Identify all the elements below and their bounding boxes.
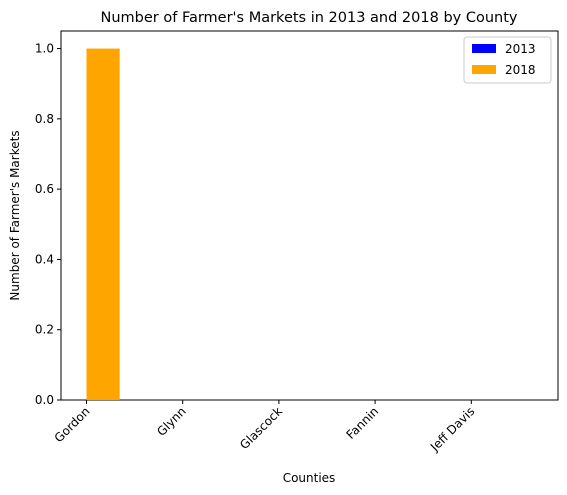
y-tick-label: 0.0 <box>35 393 54 407</box>
y-tick-label: 0.8 <box>35 112 54 126</box>
bars <box>86 48 120 400</box>
plot-area <box>60 30 559 401</box>
y-tick-label: 0.2 <box>35 323 54 337</box>
x-tick-label: Jeff Davis <box>427 404 477 454</box>
legend-label-2013: 2013 <box>505 42 536 56</box>
legend: 2013 2018 <box>463 36 552 84</box>
bar-2018-gordon <box>86 48 120 400</box>
y-axis-label: Number of Farmer's Markets <box>8 130 22 300</box>
x-axis: Gordon Glynn Glascock Fannin Jeff Davis <box>52 400 477 455</box>
y-tick-label: 0.4 <box>35 252 54 266</box>
legend-swatch-2013 <box>472 44 496 53</box>
x-tick-label: Fannin <box>344 404 382 442</box>
legend-label-2018: 2018 <box>505 63 536 77</box>
y-tick-label: 0.6 <box>35 182 54 196</box>
y-axis: 0.0 0.2 0.4 0.6 0.8 1.0 <box>35 42 61 407</box>
chart-title: Number of Farmer's Markets in 2013 and 2… <box>101 10 518 26</box>
x-tick-label: Gordon <box>52 404 93 445</box>
x-axis-label: Counties <box>283 471 336 485</box>
y-tick-label: 1.0 <box>35 42 54 56</box>
x-tick-label: Glascock <box>237 404 285 452</box>
x-tick-label: Glynn <box>154 404 189 439</box>
legend-swatch-2018 <box>472 65 496 74</box>
